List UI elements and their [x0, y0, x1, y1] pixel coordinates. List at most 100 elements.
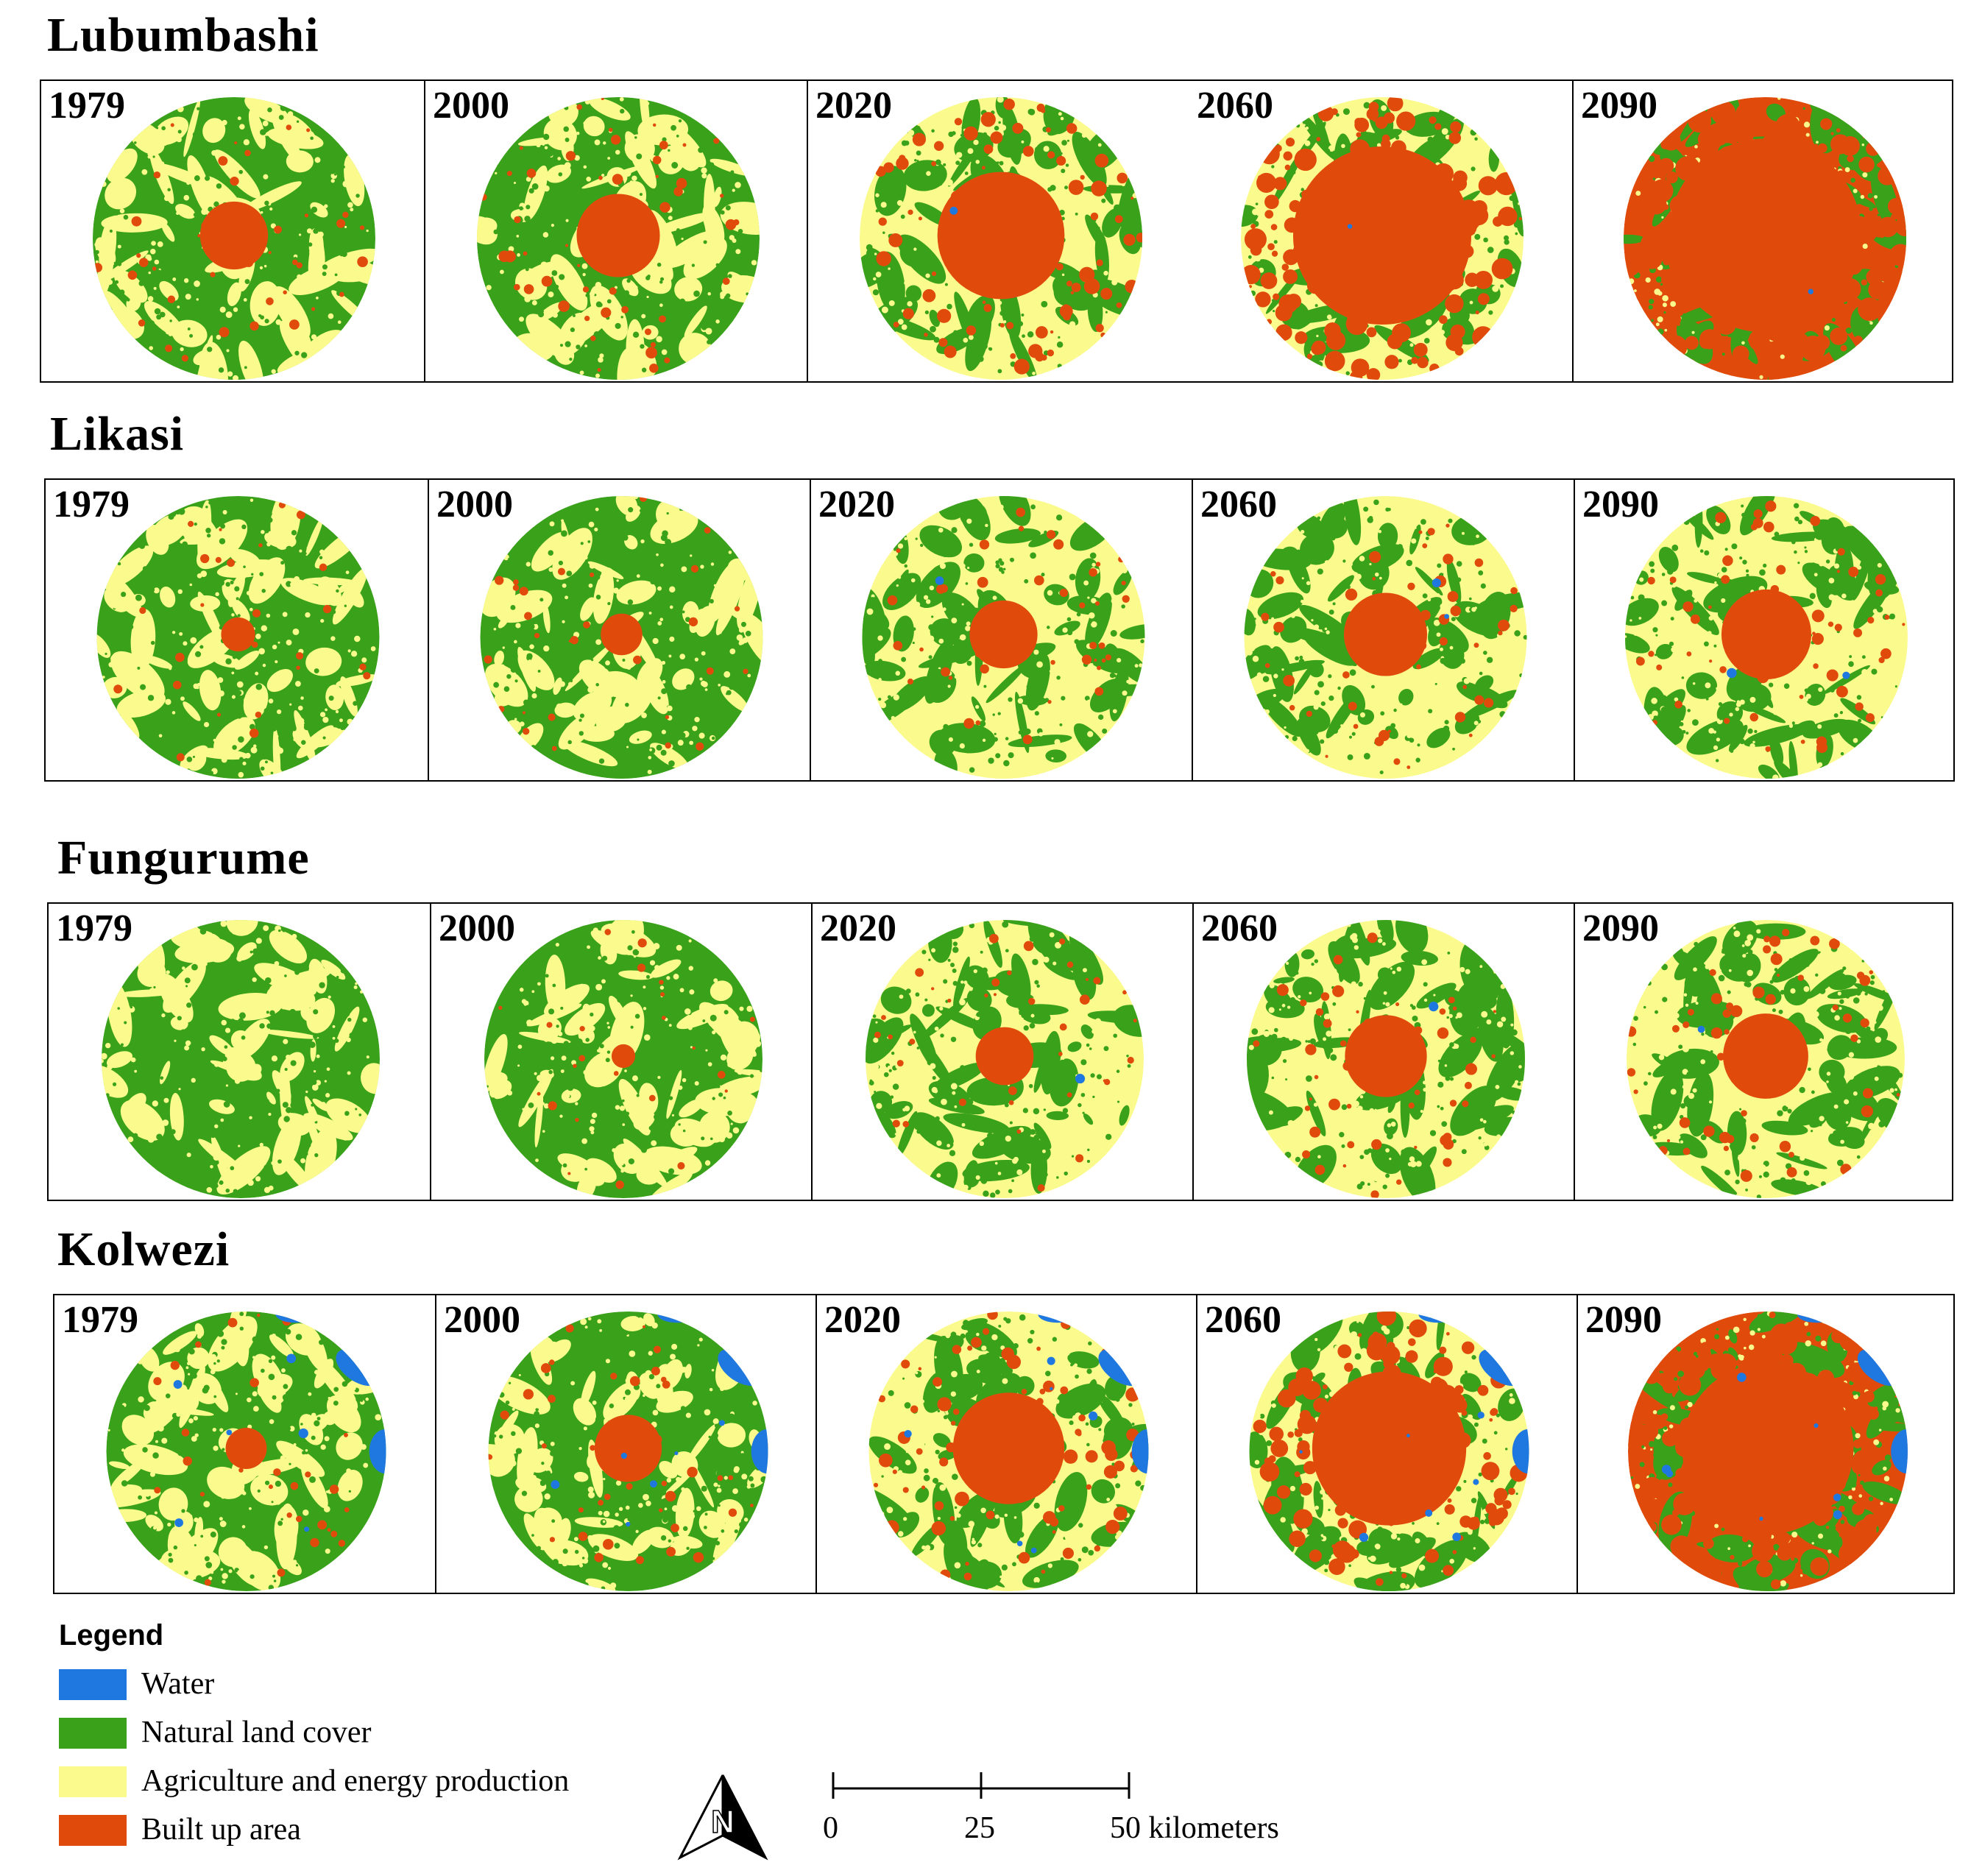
built-up-fragment: [717, 1071, 726, 1079]
land-cover-speck: [686, 513, 690, 516]
land-cover-speck: [156, 726, 160, 731]
land-cover-speck: [966, 621, 971, 626]
land-cover-speck: [656, 1168, 659, 1172]
land-cover-speck: [1271, 617, 1275, 620]
built-up-fragment: [1493, 216, 1503, 227]
built-up-fragment: [1814, 335, 1830, 350]
land-cover-speck: [760, 1068, 762, 1072]
land-cover-speck: [715, 263, 720, 267]
built-up-fragment: [138, 258, 149, 267]
land-cover-speck: [599, 1044, 604, 1049]
land-cover-speck: [151, 241, 156, 246]
land-cover-speck: [517, 576, 524, 582]
map-panel: 2000: [430, 904, 811, 1200]
land-cover-speck: [230, 975, 236, 981]
land-cover-speck: [1044, 530, 1047, 534]
land-cover-speck: [250, 498, 254, 502]
land-cover-speck: [213, 1154, 220, 1161]
land-cover-patch: [163, 960, 206, 1013]
land-cover-speck: [166, 531, 169, 535]
land-cover-speck: [303, 723, 311, 731]
land-cover-speck: [1103, 1110, 1108, 1116]
land-cover-speck: [1690, 713, 1696, 719]
land-cover-speck: [1005, 343, 1008, 347]
land-cover-speck: [1023, 1025, 1029, 1031]
land-cover-speck: [1486, 693, 1489, 696]
land-cover-speck: [252, 977, 257, 983]
built-up-fragment: [1285, 137, 1295, 147]
built-up-fragment: [165, 344, 173, 353]
land-cover-speck: [1052, 1019, 1057, 1024]
land-cover-speck: [1431, 601, 1435, 606]
land-cover-speck: [523, 969, 527, 972]
land-cover-speck: [1320, 701, 1326, 707]
land-cover-speck: [1317, 714, 1322, 718]
land-cover-speck: [239, 124, 245, 130]
built-up-fragment: [548, 713, 556, 721]
land-cover-speck: [587, 945, 591, 949]
land-cover-speck: [754, 1040, 762, 1047]
land-cover-speck: [574, 171, 578, 175]
built-up-fragment: [1445, 523, 1450, 528]
land-cover-patch: [916, 1037, 953, 1088]
land-cover-speck: [1314, 690, 1320, 695]
land-cover-speck: [1742, 680, 1748, 686]
land-cover-patch: [903, 160, 947, 191]
land-cover-speck: [690, 660, 693, 664]
land-cover-speck: [216, 740, 220, 743]
land-cover-speck: [1890, 650, 1896, 656]
land-cover-speck: [633, 723, 638, 729]
land-cover-speck: [709, 162, 715, 168]
land-cover-speck: [914, 1123, 921, 1130]
land-cover-speck: [622, 658, 626, 662]
land-cover-speck: [1515, 232, 1518, 236]
land-cover-speck: [1514, 630, 1521, 637]
land-cover-speck: [1451, 617, 1456, 622]
land-cover-speck: [680, 151, 684, 155]
land-cover-speck: [1069, 321, 1076, 328]
land-cover-speck: [629, 971, 636, 977]
land-cover-speck: [1124, 219, 1130, 226]
land-cover-speck: [696, 224, 702, 230]
built-up-fragment: [1510, 587, 1518, 595]
built-up-fragment: [1275, 576, 1284, 585]
land-cover-speck: [690, 984, 694, 988]
land-cover-speck: [153, 286, 157, 290]
land-cover-speck: [995, 560, 1000, 564]
land-cover-speck: [1388, 518, 1391, 521]
land-cover-speck: [1085, 539, 1089, 542]
land-cover-speck: [1751, 687, 1757, 693]
land-cover-speck: [1657, 316, 1663, 322]
land-cover-patch: [965, 309, 992, 372]
land-cover-patch: [517, 137, 562, 146]
land-cover-speck: [659, 617, 664, 622]
land-cover-speck: [1087, 731, 1094, 737]
land-cover-speck: [1295, 656, 1299, 661]
land-cover-speck: [1818, 687, 1823, 693]
land-cover-speck: [197, 107, 200, 110]
land-cover-speck: [622, 525, 627, 530]
land-cover-speck: [280, 691, 286, 698]
land-cover-speck: [1372, 688, 1378, 694]
land-cover-speck: [512, 721, 519, 729]
land-cover-patch: [585, 1158, 617, 1183]
built-up-fragment: [1784, 346, 1804, 366]
land-cover-speck: [640, 1147, 647, 1153]
land-cover-speck: [730, 170, 735, 174]
land-cover-speck: [614, 705, 620, 712]
land-cover-speck: [873, 1063, 880, 1070]
land-cover-speck: [927, 635, 935, 643]
land-cover-speck: [1440, 647, 1443, 651]
water-body: [1808, 289, 1813, 294]
land-cover-speck: [621, 367, 627, 372]
land-cover-speck: [1349, 669, 1356, 676]
land-cover-speck: [1869, 330, 1873, 333]
land-cover-speck: [216, 183, 222, 189]
land-cover-speck: [363, 233, 369, 238]
land-cover-speck: [952, 969, 957, 973]
land-cover-speck: [519, 316, 524, 322]
land-cover-speck: [304, 966, 310, 971]
land-cover-speck: [281, 217, 288, 224]
land-cover-speck: [113, 261, 116, 264]
land-cover-speck: [1102, 605, 1106, 609]
